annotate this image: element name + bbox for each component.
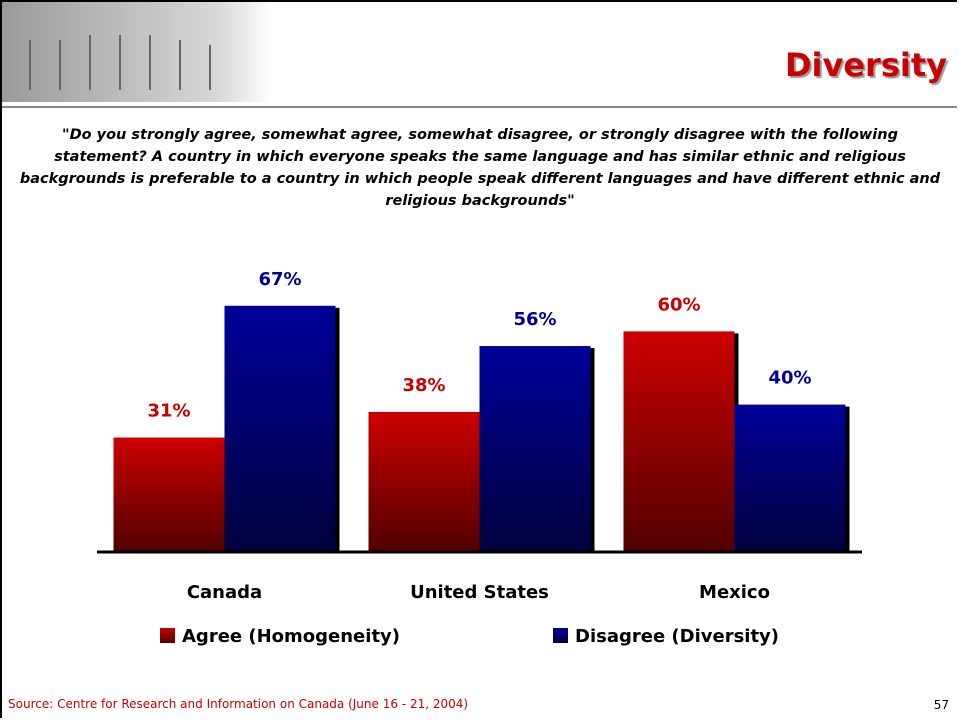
source-note: Source: Centre for Research and Informat… [8,697,469,711]
value-label: 38% [402,375,445,396]
value-label: 67% [258,269,301,290]
bar-shade [734,404,846,551]
bar-shade [479,346,591,551]
legend-label: Agree (Homogeneity) [182,626,400,647]
legend-swatch-shade [553,628,568,643]
bar-shade [224,305,336,551]
page-number: 57 [933,698,949,712]
question-text: "Do you strongly agree, somewhat agree, … [19,127,941,209]
x-tick-label: Mexico [699,582,770,603]
header-image [2,2,272,102]
bar-shade [113,437,225,551]
bar-shade [368,411,480,551]
value-label: 60% [657,294,700,315]
value-label: 31% [147,401,190,422]
x-tick-label: Canada [187,582,262,603]
value-label: 40% [768,368,811,389]
value-label: 56% [513,309,556,330]
bar-shade [623,331,735,551]
slide-title: Diversity [784,46,947,84]
legend-swatch-shade [160,628,175,643]
x-tick-label: United States [410,582,549,603]
legend-label: Disagree (Diversity) [575,626,779,647]
